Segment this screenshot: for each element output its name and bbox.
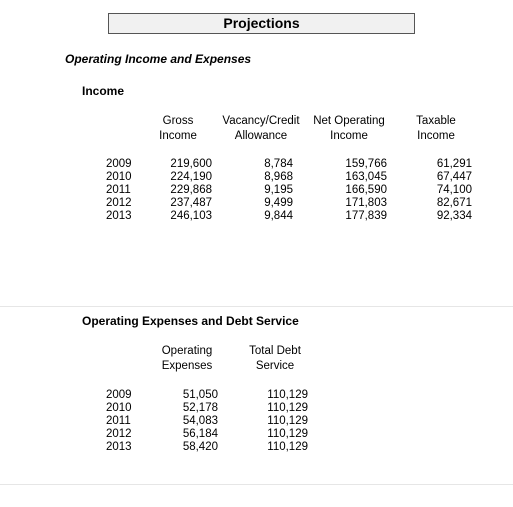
- table-cell: 67,447: [436, 171, 472, 183]
- table-row-year: 2012: [106, 428, 132, 440]
- table-cell: 74,100: [436, 184, 472, 196]
- header-line: Vacancy/Credit: [222, 115, 300, 127]
- header-line: Income: [159, 130, 197, 142]
- table-cell: 52,178: [182, 402, 218, 414]
- table-row-year: 2013: [106, 441, 132, 453]
- table-row-year: 2010: [106, 171, 132, 183]
- header-line: Net Operating: [313, 115, 385, 127]
- table-cell: 58,420: [182, 441, 218, 453]
- header-line: Service: [255, 360, 295, 372]
- table-cell: 9,195: [264, 184, 293, 196]
- divider: [0, 306, 513, 307]
- header-line: Income: [330, 130, 368, 142]
- table-row-year: 2013: [106, 210, 132, 222]
- header-line: Expenses: [161, 360, 213, 372]
- table-cell: 9,499: [264, 197, 293, 209]
- table-cell: 159,766: [345, 158, 387, 170]
- table-cell: 82,671: [436, 197, 472, 209]
- table-cell: 110,129: [267, 441, 308, 453]
- table-cell: 171,803: [345, 197, 387, 209]
- table-cell: 163,045: [345, 171, 387, 183]
- table-row-year: 2009: [106, 158, 132, 170]
- table-row-year: 2012: [106, 197, 132, 209]
- page-title: Projections: [108, 13, 415, 34]
- expenses-header-operating: Operating Expenses: [152, 344, 222, 374]
- table-cell: 110,129: [267, 415, 308, 427]
- income-header-vacancy: Vacancy/Credit Allowance: [218, 114, 304, 144]
- table-cell: 110,129: [267, 428, 308, 440]
- table-cell: 246,103: [170, 210, 212, 222]
- table-cell: 110,129: [267, 402, 308, 414]
- divider: [0, 484, 513, 485]
- table-cell: 56,184: [182, 428, 218, 440]
- table-cell: 224,190: [170, 171, 212, 183]
- table-cell: 9,844: [264, 210, 293, 222]
- header-line: Allowance: [234, 130, 288, 142]
- table-row-year: 2009: [106, 389, 132, 401]
- table-cell: 237,487: [170, 197, 212, 209]
- table-cell: 92,334: [436, 210, 472, 222]
- table-cell: 51,050: [182, 389, 218, 401]
- income-header-net-operating: Net Operating Income: [306, 114, 392, 144]
- table-cell: 54,083: [182, 415, 218, 427]
- table-cell: 61,291: [436, 158, 472, 170]
- table-cell: 8,784: [264, 158, 293, 170]
- table-cell: 8,968: [264, 171, 293, 183]
- section-title: Operating Income and Expenses: [65, 52, 252, 66]
- table-cell: 177,839: [345, 210, 387, 222]
- expenses-title: Operating Expenses and Debt Service: [82, 314, 299, 328]
- table-row-year: 2010: [106, 402, 132, 414]
- table-cell: 229,868: [170, 184, 212, 196]
- header-line: Taxable: [416, 115, 456, 127]
- table-cell: 110,129: [267, 389, 308, 401]
- header-line: Gross: [162, 115, 194, 127]
- expenses-header-debt-service: Total Debt Service: [240, 344, 310, 374]
- income-title: Income: [82, 84, 125, 98]
- table-cell: 166,590: [345, 184, 387, 196]
- table-cell: 219,600: [170, 158, 212, 170]
- table-row-year: 2011: [106, 184, 131, 196]
- header-line: Total Debt: [249, 345, 301, 357]
- header-line: Income: [417, 130, 455, 142]
- income-header-gross: Gross Income: [148, 114, 208, 144]
- income-header-taxable: Taxable Income: [410, 114, 462, 144]
- table-row-year: 2011: [106, 415, 131, 427]
- header-line: Operating: [161, 345, 213, 357]
